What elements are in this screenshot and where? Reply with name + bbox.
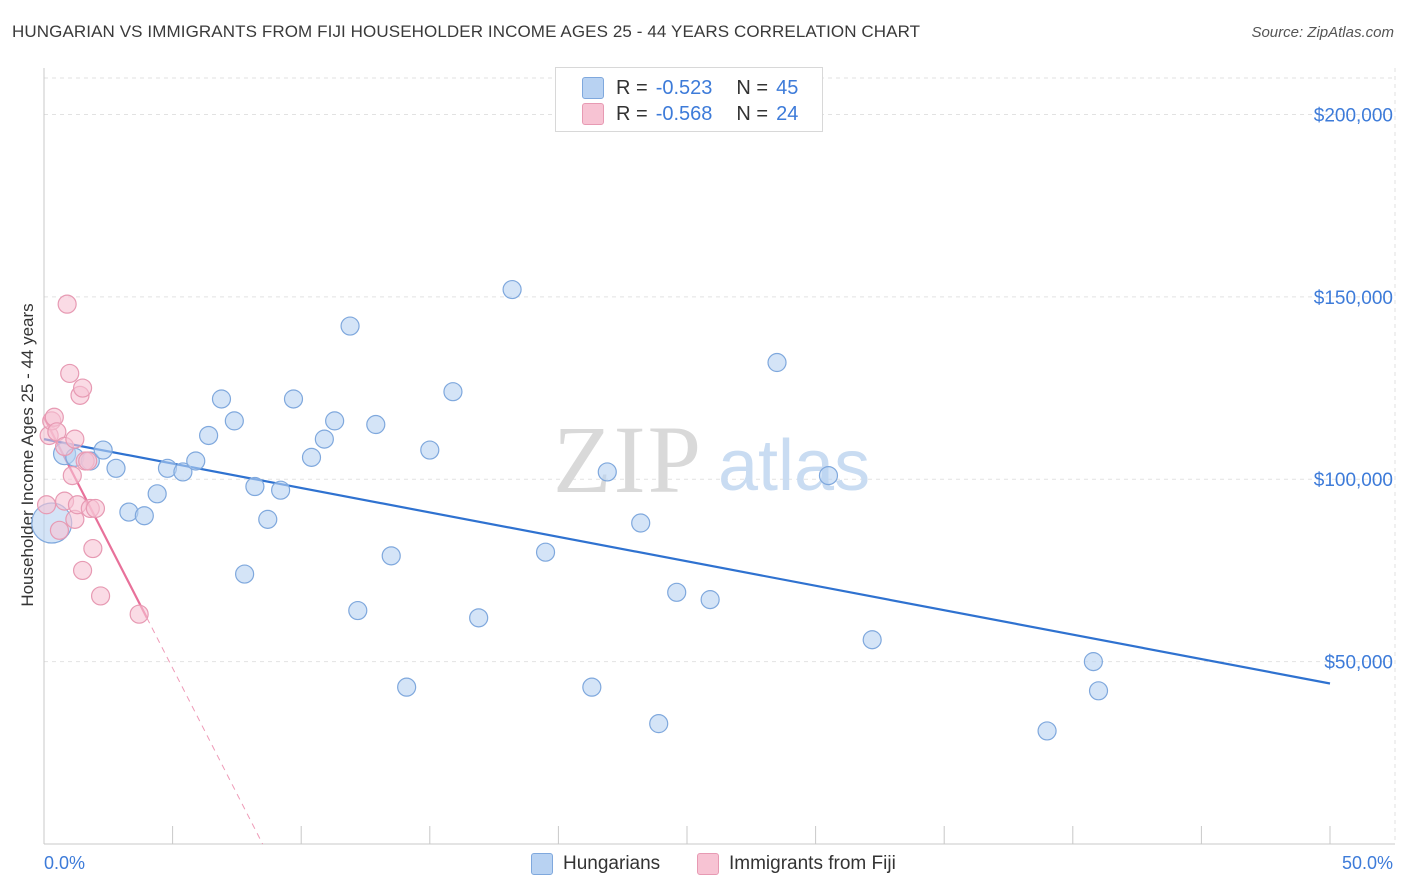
point-hungarians (443, 382, 463, 402)
legend-row-hungarians: R = -0.523 N = 45 (582, 75, 798, 101)
trend-line-fiji-extension (146, 617, 264, 845)
point-hungarians (1088, 681, 1109, 701)
point-hungarians (381, 546, 401, 566)
point-hungarians (649, 714, 669, 734)
point-hungarians (535, 542, 556, 562)
point-hungarians (211, 389, 232, 409)
point-hungarians (366, 414, 386, 435)
point-hungarians (186, 451, 206, 471)
stats-legend: R = -0.523 N = 45 R = -0.568 N = 24 (555, 67, 823, 132)
point-fiji (62, 465, 82, 486)
point-fiji (65, 429, 85, 449)
y-tick-label: $50,000 (1324, 653, 1393, 674)
y-tick-label: $150,000 (1314, 288, 1393, 309)
point-hungarians (420, 440, 440, 460)
point-hungarians (93, 440, 113, 460)
point-fiji (83, 538, 103, 559)
x-tick-label-end: 50.0% (1342, 853, 1393, 873)
point-fiji (60, 363, 80, 384)
bottom-legend-swatch-pink (697, 853, 719, 875)
point-hungarians (258, 509, 278, 529)
point-hungarians (582, 677, 602, 697)
point-fiji (90, 586, 111, 606)
bottom-legend-label: Immigrants from Fiji (729, 853, 896, 874)
point-hungarians (397, 677, 417, 697)
point-hungarians (1083, 652, 1103, 672)
axes (43, 68, 1395, 845)
point-hungarians (283, 389, 304, 409)
point-fiji (78, 451, 98, 471)
watermark-atlas: atlas (718, 426, 870, 506)
point-hungarians (301, 447, 322, 467)
point-hungarians (314, 429, 334, 449)
point-hungarians (235, 564, 255, 584)
legend-n-label: N = (736, 102, 769, 125)
legend-swatch-pink (582, 103, 604, 125)
point-hungarians (173, 462, 193, 482)
legend-n-value: 24 (776, 102, 799, 125)
x-tick-label-start: 0.0% (44, 853, 85, 873)
point-hungarians (818, 465, 839, 486)
bottom-legend-hungarians: Hungarians (531, 851, 660, 877)
point-fiji (85, 498, 106, 519)
point-hungarians (106, 458, 126, 478)
legend-r-label: R = (616, 102, 648, 125)
point-hungarians (667, 582, 687, 602)
point-hungarians (631, 513, 651, 533)
bottom-legend-label: Hungarians (563, 853, 661, 874)
point-hungarians (271, 480, 291, 500)
legend-n-label: N = (736, 76, 769, 99)
point-hungarians (224, 411, 244, 431)
point-hungarians (767, 352, 787, 373)
point-hungarians (245, 476, 265, 497)
point-fiji (72, 378, 93, 398)
point-fiji (72, 560, 93, 581)
point-fiji (57, 294, 77, 314)
point-hungarians (325, 411, 345, 431)
chart-title: HUNGARIAN VS IMMIGRANTS FROM FIJI HOUSEH… (12, 22, 921, 41)
point-fiji (129, 604, 149, 624)
y-tick-labels: $50,000 $100,000 $150,000 $200,000 (1314, 105, 1393, 673)
point-hungarians (597, 462, 617, 482)
source-label: Source: ZipAtlas.com (1251, 24, 1394, 41)
y-tick-label: $200,000 (1314, 105, 1393, 126)
bottom-legend-swatch-blue (531, 853, 553, 875)
legend-r-value: -0.568 (655, 102, 713, 125)
point-hungarians (469, 608, 489, 628)
point-hungarians (862, 630, 882, 650)
bottom-legend-fiji: Immigrants from Fiji (697, 851, 896, 877)
point-hungarians (340, 316, 360, 336)
point-fiji (49, 520, 70, 540)
point-hungarians (1037, 721, 1057, 741)
data-points (31, 279, 1109, 741)
x-tick-labels: 0.0% 50.0% (44, 853, 1393, 873)
watermark-zip: ZIP (553, 406, 703, 513)
legend-swatch-blue (582, 77, 604, 99)
point-hungarians (502, 279, 522, 300)
legend-n-value: 45 (776, 76, 799, 99)
y-tick-label: $100,000 (1314, 470, 1393, 491)
point-hungarians (134, 506, 154, 526)
point-hungarians (700, 590, 720, 610)
point-hungarians (348, 600, 368, 621)
point-hungarians (199, 425, 219, 446)
point-hungarians (147, 484, 167, 504)
legend-r-value: -0.523 (655, 76, 713, 99)
legend-r-label: R = (616, 76, 648, 99)
point-fiji (36, 495, 57, 515)
legend-row-fiji: R = -0.568 N = 24 (582, 101, 798, 127)
